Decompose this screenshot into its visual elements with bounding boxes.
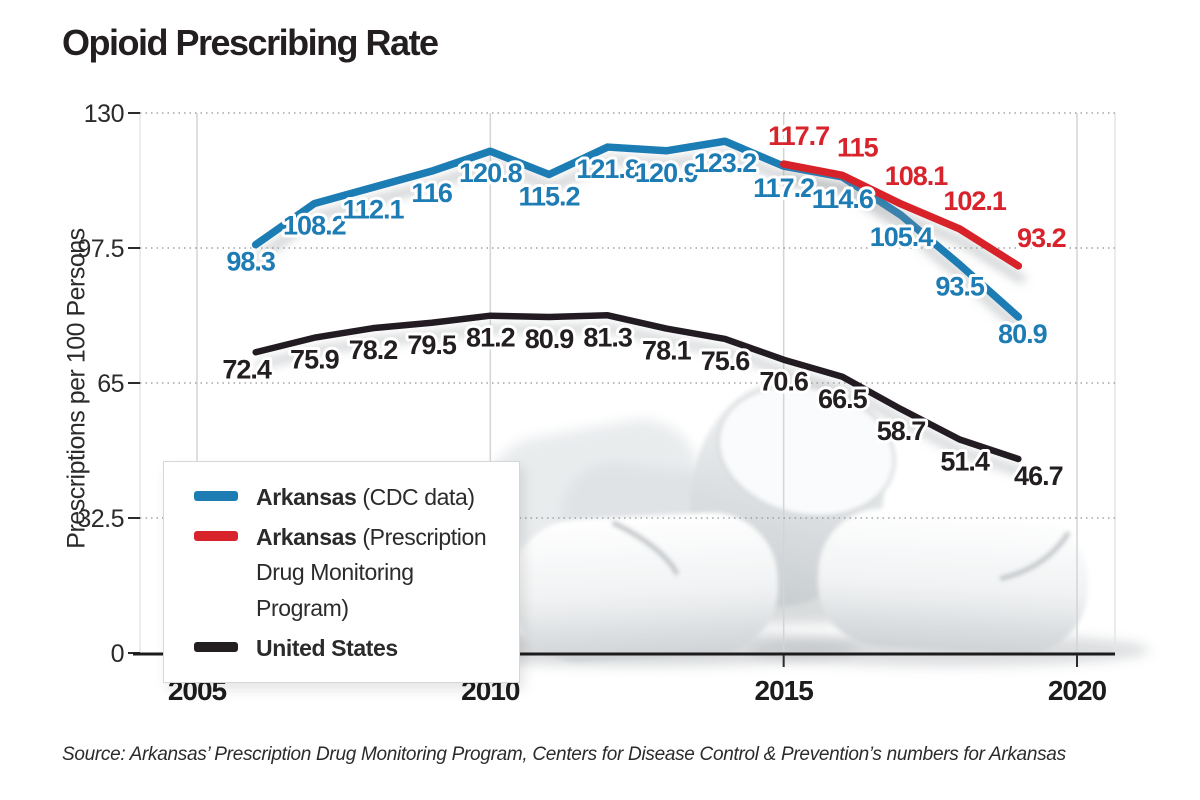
value-label: 81.2 [466, 323, 515, 353]
value-label: 93.5 [935, 272, 985, 302]
value-label: 112.1 [342, 194, 404, 224]
value-label: 120.9 [635, 158, 699, 188]
legend-label: Arkansas (CDC data) [256, 480, 475, 516]
value-label: 66.5 [818, 384, 868, 414]
value-label: 80.9 [998, 319, 1048, 349]
value-label: 58.7 [877, 416, 926, 446]
value-label: 75.6 [701, 346, 751, 376]
legend-label: Arkansas (Prescription Drug Monitoring P… [256, 520, 505, 627]
value-label: 105.4 [870, 222, 934, 252]
legend-swatch-red [194, 530, 238, 541]
y-tick-label: 32.5 [77, 505, 124, 533]
legend-series-name: United States [256, 634, 398, 661]
value-label: 123.2 [694, 148, 757, 178]
value-label: 72.4 [222, 354, 272, 384]
value-label: 121.8 [576, 154, 640, 184]
value-label: 114.6 [812, 184, 874, 214]
series-layer: 98.3108.2112.1116120.8115.2121.8120.9123… [219, 118, 1069, 494]
value-label: 80.9 [525, 324, 575, 354]
series-line-0 [251, 137, 1023, 321]
x-tick-label: 2020 [1048, 675, 1107, 706]
legend-item-united-states: United States [194, 631, 505, 667]
value-label: 81.3 [583, 322, 633, 352]
legend-item-arkansas-pdmp: Arkansas (Prescription Drug Monitoring P… [194, 520, 505, 627]
series-line-1 [779, 160, 1023, 270]
legend-swatch-black [194, 641, 238, 652]
value-label: 46.7 [1014, 461, 1063, 491]
value-label: 115.2 [518, 181, 579, 211]
pills-photo [420, 376, 1150, 666]
legend-item-arkansas-cdc: Arkansas (CDC data) [194, 480, 505, 516]
value-label: 51.4 [940, 446, 990, 476]
page-title: Opioid Prescribing Rate [62, 22, 439, 63]
oblong-pill-right [817, 508, 1089, 654]
value-label: 78.1 [642, 336, 692, 366]
y-tick-label: 130 [84, 100, 124, 128]
value-label: 108.1 [885, 161, 949, 191]
y-tick-label: 0 [111, 640, 124, 668]
value-label: 117.7 [768, 121, 829, 151]
value-label: 70.6 [759, 367, 809, 397]
series-line-2 [252, 312, 1022, 463]
x-tick-label: 2015 [755, 675, 814, 706]
oblong-pill-left [511, 512, 779, 662]
value-label: 78.2 [349, 335, 398, 365]
value-label: 98.3 [226, 247, 276, 277]
value-label: 120.8 [459, 158, 523, 188]
y-tick-label: 97.5 [77, 235, 124, 263]
value-label: 108.2 [283, 211, 346, 241]
legend-series-detail: (CDC data) [356, 484, 475, 510]
legend-label: United States [256, 631, 398, 667]
legend-series-detail: (Prescription Drug Monitoring Program) [256, 523, 487, 621]
value-label: 102.1 [943, 186, 1007, 216]
value-label: 75.9 [290, 345, 340, 375]
legend-swatch-blue [194, 491, 238, 501]
y-tick-label: 65 [97, 370, 124, 398]
value-label: 115 [837, 132, 879, 162]
source-attribution: Source: Arkansas’ Prescription Drug Moni… [62, 744, 1066, 765]
value-label: 116 [411, 178, 453, 208]
value-label: 79.5 [407, 330, 457, 360]
legend-series-name: Arkansas [256, 484, 357, 510]
value-label: 93.2 [1017, 223, 1066, 253]
chart-legend: Arkansas (CDC data) Arkansas (Prescripti… [163, 461, 520, 684]
legend-series-name: Arkansas [256, 523, 357, 550]
value-label: 117.2 [753, 173, 814, 203]
